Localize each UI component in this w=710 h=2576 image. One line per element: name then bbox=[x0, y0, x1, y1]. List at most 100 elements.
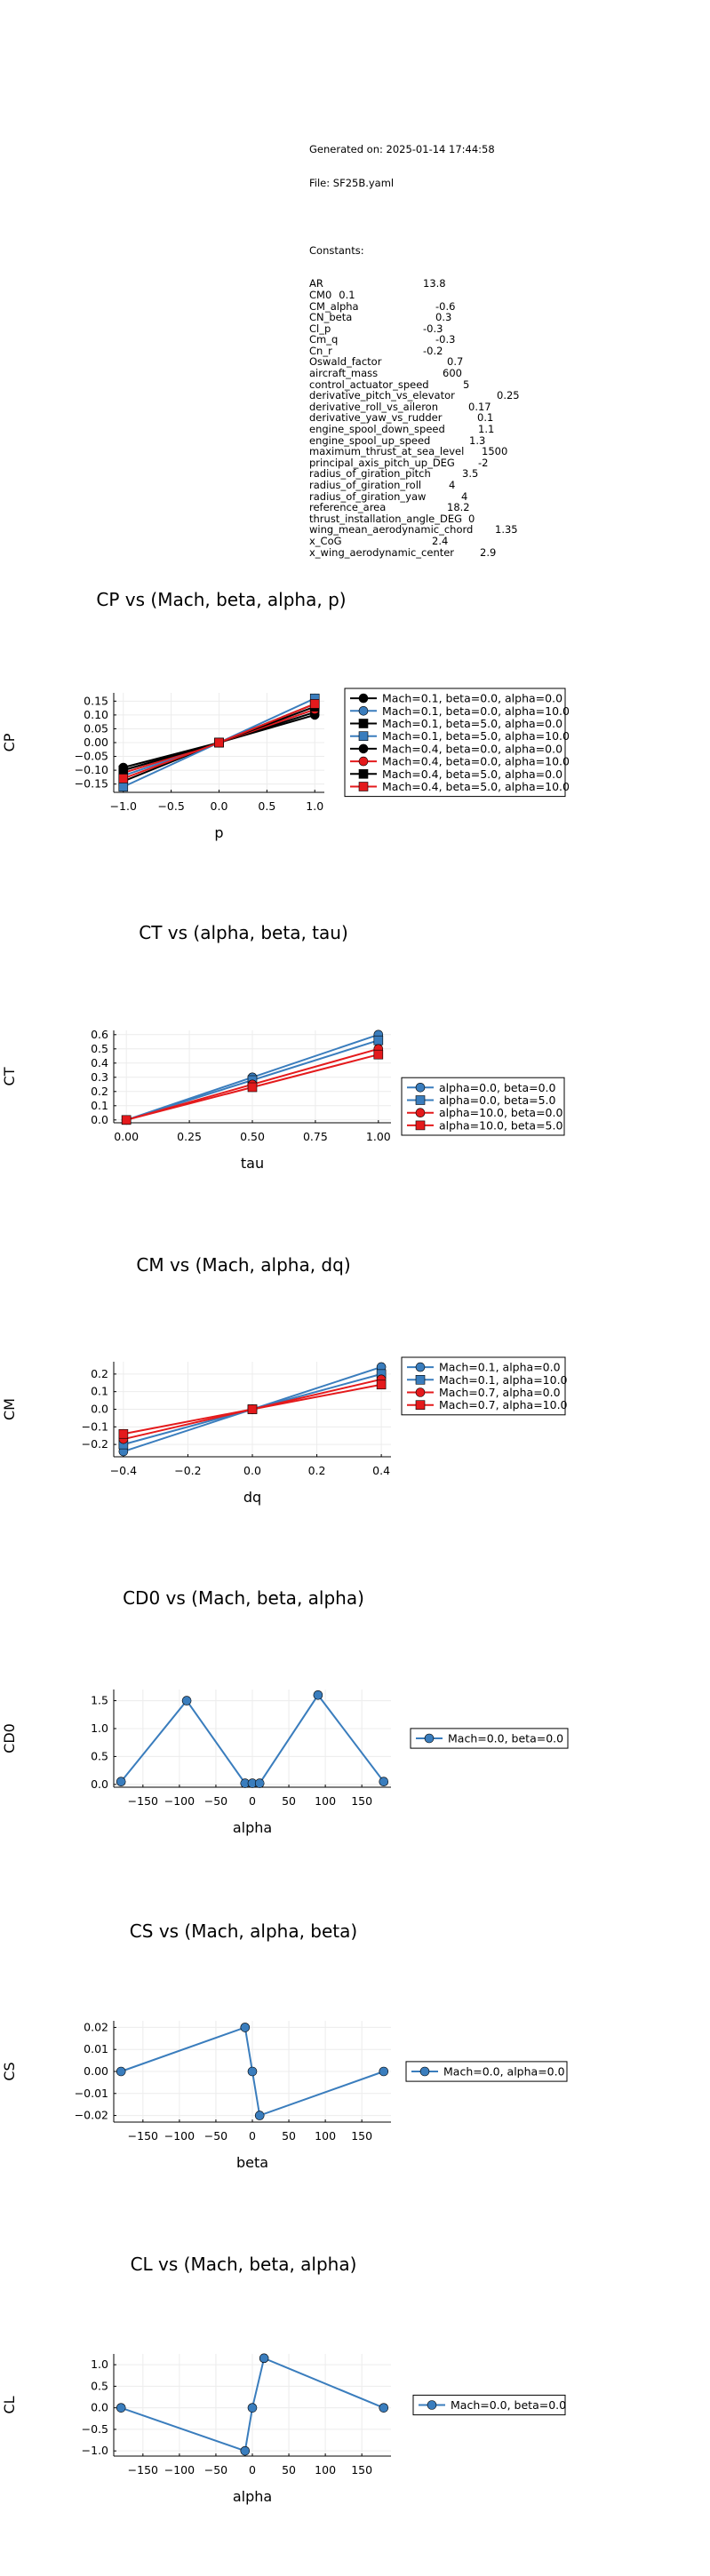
legend-box bbox=[410, 1728, 569, 1749]
constant-value: 2.9 bbox=[480, 545, 497, 559]
y-tick-label: −0.01 bbox=[75, 2087, 108, 2100]
constant-name: reference_area bbox=[309, 501, 387, 514]
legend-label: Mach=0.0, beta=0.0 bbox=[448, 1732, 563, 1745]
legend-box bbox=[405, 2061, 568, 2082]
constant-name: engine_spool_down_speed bbox=[309, 423, 445, 436]
data-point bbox=[116, 2403, 126, 2413]
chart-title: CD0 vs (Mach, beta, alpha) bbox=[123, 1587, 364, 1609]
constant-name: control_actuator_speed bbox=[309, 378, 429, 391]
y-tick-label: −0.02 bbox=[75, 2109, 108, 2122]
constant-row: engine_spool_up_speed 1.3 bbox=[309, 433, 495, 447]
y-tick-label: 0.2 bbox=[91, 1367, 108, 1380]
data-point bbox=[116, 2066, 126, 2077]
data-point bbox=[214, 737, 224, 748]
legend-marker bbox=[415, 1083, 426, 1093]
constant-row: CM_alpha -0.6 bbox=[309, 299, 495, 313]
x-tick-label: 0.25 bbox=[177, 1130, 202, 1143]
legend-marker bbox=[415, 1108, 426, 1117]
data-point bbox=[247, 1404, 258, 1414]
y-tick-label: 0.5 bbox=[91, 2379, 108, 2392]
x-tick-label: 0.5 bbox=[258, 799, 275, 813]
constant-name: derivative_pitch_vs_elevator bbox=[309, 389, 455, 402]
x-axis-label: dq bbox=[243, 1489, 261, 1506]
constants-list: AR 13.8 CM0 0.1 CM_alpha -0.6 CN_beta 0.3 Cl_p -0… bbox=[309, 278, 520, 559]
constant-row: Cn_r -0.2 bbox=[309, 346, 495, 357]
legend-marker bbox=[427, 2400, 437, 2410]
data-point bbox=[118, 774, 129, 783]
x-tick-label: 1.00 bbox=[366, 1130, 391, 1143]
data-point bbox=[373, 1049, 384, 1060]
constant-row: derivative_yaw_vs_rudder 0.1 bbox=[309, 412, 495, 424]
constant-value: -0.6 bbox=[435, 299, 456, 313]
constant-row: reference_area 18.2 bbox=[309, 502, 495, 513]
chart-3: CM vs (Mach, alpha, dq)−0.4 −0.2 0.0 0.2 0.4… bbox=[1, 1254, 568, 1506]
constant-row: radius_of_giration_roll 4 bbox=[309, 480, 495, 491]
legend-marker bbox=[358, 693, 369, 704]
data-point bbox=[181, 1696, 192, 1705]
constant-name: aircraft_mass bbox=[309, 367, 379, 380]
constant-value: 4 bbox=[461, 489, 468, 503]
constants-title: Constants: bbox=[309, 243, 364, 257]
y-tick-label: −0.10 bbox=[75, 763, 108, 776]
x-tick-label: 0.4 bbox=[372, 1464, 390, 1477]
chart-title: CS vs (Mach, alpha, beta) bbox=[130, 1920, 357, 1942]
constant-value: 1.3 bbox=[469, 433, 486, 447]
y-axis-label: CL bbox=[1, 2396, 18, 2413]
x-tick-label: −100 bbox=[164, 1794, 195, 1808]
constant-name: Oswald_factor bbox=[309, 355, 382, 369]
constant-name: x_wing_aerodynamic_center bbox=[309, 545, 455, 559]
chart-title: CM vs (Mach, alpha, dq) bbox=[136, 1254, 350, 1276]
x-tick-label: 50 bbox=[282, 1794, 296, 1808]
constant-value: -0.3 bbox=[435, 333, 456, 346]
constant-row: CM0 0.1 bbox=[309, 290, 495, 301]
legend-marker bbox=[415, 1120, 426, 1131]
data-point bbox=[116, 1777, 126, 1787]
legend-label: Mach=0.7, alpha=10.0 bbox=[439, 1398, 568, 1411]
legend-marker bbox=[358, 768, 369, 779]
y-tick-label: 0.05 bbox=[84, 721, 108, 735]
constant-name: CM_alpha bbox=[309, 299, 359, 313]
legend-label: alpha=10.0, beta=5.0 bbox=[439, 1118, 562, 1132]
x-tick-label: 150 bbox=[351, 2463, 372, 2477]
constant-value: 0.1 bbox=[339, 288, 355, 301]
constant-value: 0 bbox=[468, 512, 475, 525]
x-axis-label: beta bbox=[236, 2154, 268, 2171]
x-tick-label: −100 bbox=[164, 2129, 195, 2143]
y-tick-label: 0.5 bbox=[91, 1042, 108, 1055]
legend-label: Mach=0.4, beta=0.0, alpha=10.0 bbox=[382, 755, 570, 768]
chart-title: CL vs (Mach, beta, alpha) bbox=[131, 2254, 357, 2275]
x-tick-label: −100 bbox=[164, 2463, 195, 2477]
constant-row: CN_beta 0.3 bbox=[309, 312, 495, 323]
y-tick-label: 0.15 bbox=[84, 694, 108, 707]
data-point bbox=[379, 1777, 389, 1787]
x-axis-label: tau bbox=[241, 1155, 264, 1172]
y-tick-label: 0.00 bbox=[84, 2064, 108, 2078]
y-tick-label: 0.1 bbox=[91, 1099, 108, 1112]
constant-name: wing_mean_aerodynamic_chord bbox=[309, 523, 474, 537]
legend-marker bbox=[419, 2066, 430, 2077]
legend-label: Mach=0.4, beta=0.0, alpha=0.0 bbox=[382, 742, 562, 755]
legend-marker bbox=[358, 731, 369, 742]
constant-row: control_actuator_speed 5 bbox=[309, 378, 495, 391]
constant-value: 4 bbox=[449, 479, 456, 491]
data-point bbox=[247, 1082, 258, 1093]
y-tick-label: 1.0 bbox=[91, 2357, 108, 2371]
legend-marker bbox=[415, 1375, 426, 1385]
constant-name: maximum_thrust_at_sea_level bbox=[309, 445, 465, 458]
x-tick-label: 0.00 bbox=[114, 1130, 139, 1143]
data-point bbox=[309, 699, 320, 709]
constant-value: 1.35 bbox=[495, 523, 518, 537]
constant-row: wing_mean_aerodynamic_chord 1.35 bbox=[309, 523, 518, 537]
legend-marker bbox=[358, 705, 369, 716]
chart-1: CP vs (Mach, beta, alpha, p)−1.0 −0.5 0.0 0… bbox=[1, 589, 570, 841]
y-tick-label: −0.1 bbox=[82, 1419, 108, 1433]
x-tick-label: 100 bbox=[315, 2463, 336, 2477]
data-point bbox=[373, 1035, 384, 1046]
y-axis-label: CT bbox=[1, 1067, 18, 1085]
generated-line: Generated on: 2025-01-14 17:44:58 bbox=[309, 143, 495, 156]
chart-2: CT vs (alpha, beta, tau) 0.00 0.25 0.50 0.75… bbox=[1, 922, 565, 1172]
y-tick-label: 0.0 bbox=[91, 1777, 108, 1791]
constant-name: engine_spool_up_speed bbox=[309, 433, 431, 447]
